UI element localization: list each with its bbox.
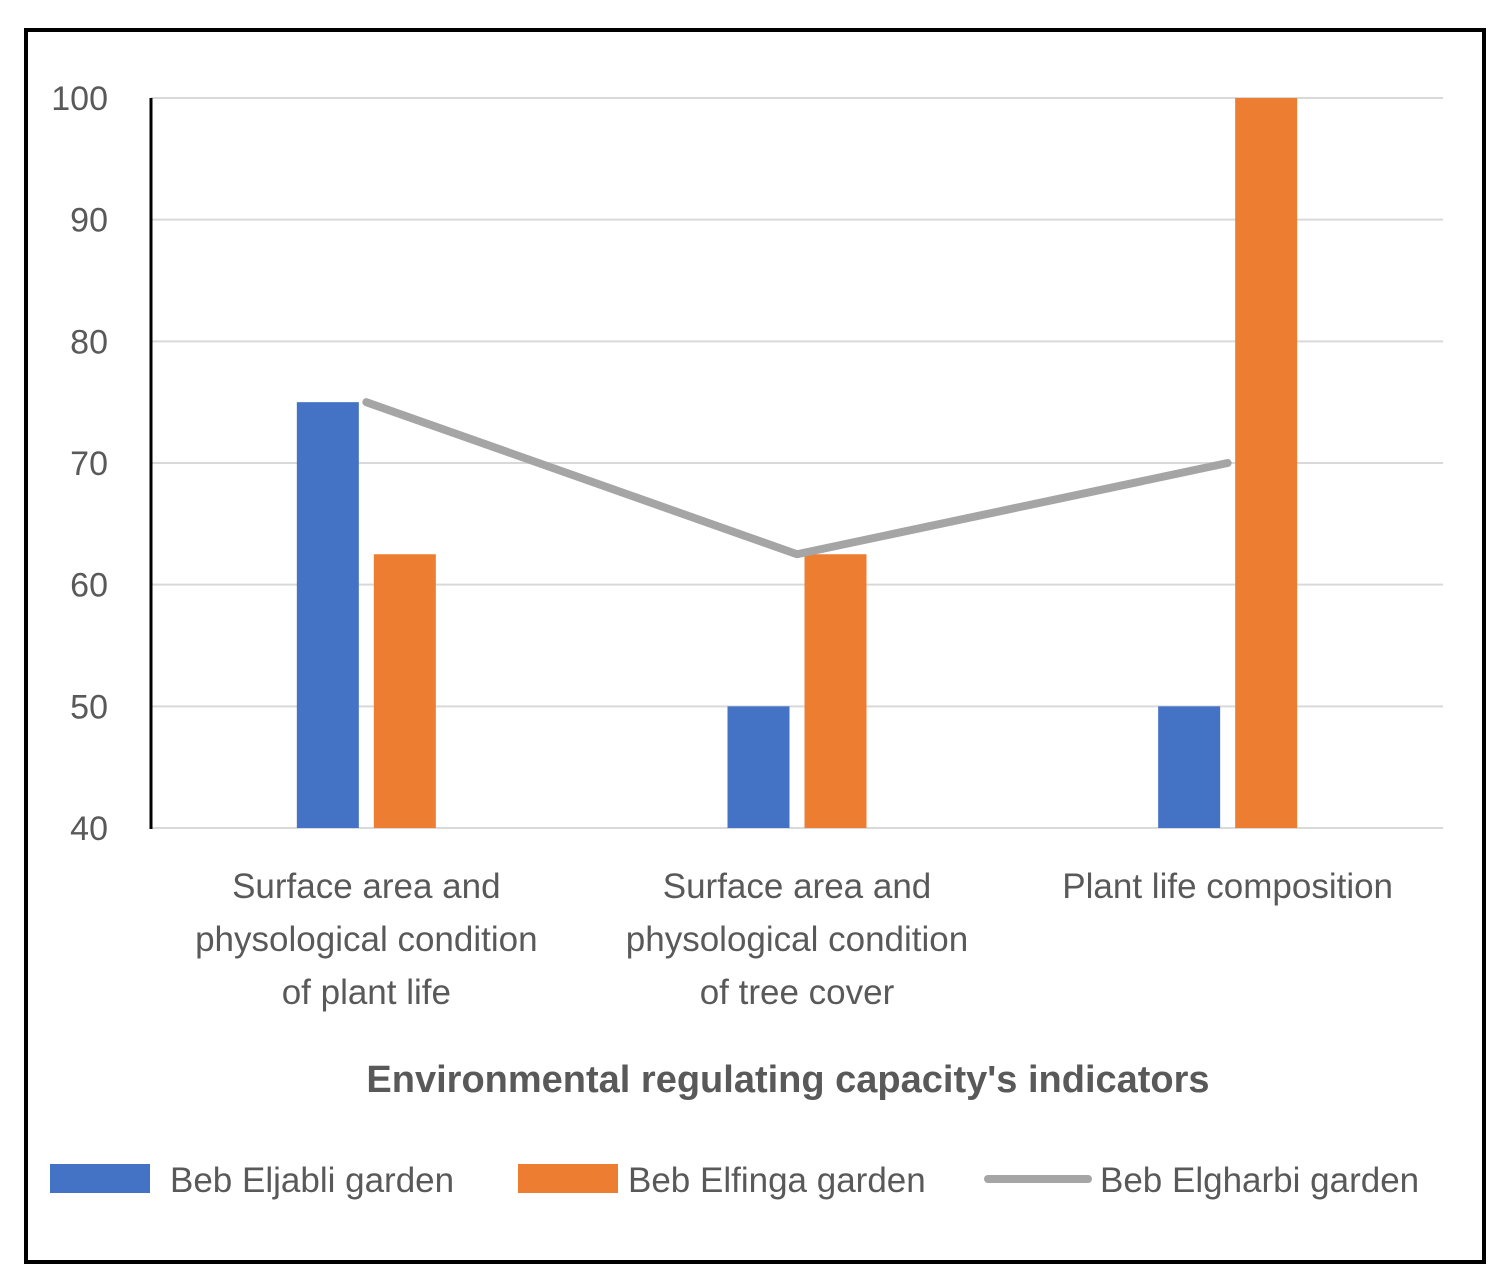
legend-swatch-beb-elfinga-garden	[518, 1164, 618, 1193]
bars	[296, 98, 1298, 828]
legend-label-beb-elgharbi-garden: Beb Elgharbi garden	[1100, 1161, 1419, 1200]
legend-swatch-beb-eljabli-garden	[50, 1164, 150, 1193]
x-category-label: of plant life	[282, 973, 451, 1012]
legend-label-beb-eljabli-garden: Beb Eljabli garden	[170, 1161, 454, 1200]
legend: Beb Eljabli garden Beb Elfinga garden Beb …	[50, 1161, 1419, 1200]
x-category-label: Surface area and	[232, 867, 501, 906]
y-tick-label: 70	[70, 445, 108, 483]
line-series	[362, 398, 1232, 559]
x-category-label: Surface area and	[663, 867, 932, 906]
x-axis-categories: Surface area and physological condition of…	[195, 867, 1393, 1012]
legend-label-beb-elfinga-garden: Beb Elfinga garden	[628, 1161, 926, 1200]
y-axis-ticks: 40 50 60 70 80 90 100	[51, 80, 108, 848]
x-category-label: physological condition	[195, 920, 537, 959]
bar-beb-eljabli-garden-0	[296, 402, 359, 828]
bar-beb-eljabli-garden-2	[1158, 706, 1221, 828]
bar-beb-elfinga-garden-2	[1235, 98, 1298, 828]
y-tick-label: 100	[51, 80, 108, 118]
bar-beb-elfinga-garden-1	[804, 554, 867, 828]
y-tick-label: 80	[70, 323, 108, 361]
gridlines	[151, 97, 1443, 829]
y-tick-label: 60	[70, 567, 108, 605]
x-category-label: Plant life composition	[1062, 867, 1393, 906]
y-tick-label: 90	[70, 202, 108, 240]
y-tick-label: 40	[70, 810, 108, 848]
y-tick-label: 50	[70, 688, 108, 726]
x-category-label: physological condition	[626, 920, 968, 959]
x-axis-title: Environmental regulating capacity's indi…	[366, 1059, 1209, 1101]
line-beb-elgharbi-garden	[362, 398, 1232, 559]
bar-beb-eljabli-garden-1	[727, 706, 790, 828]
bar-beb-elfinga-garden-0	[373, 554, 436, 828]
x-category-label: of tree cover	[700, 973, 895, 1012]
